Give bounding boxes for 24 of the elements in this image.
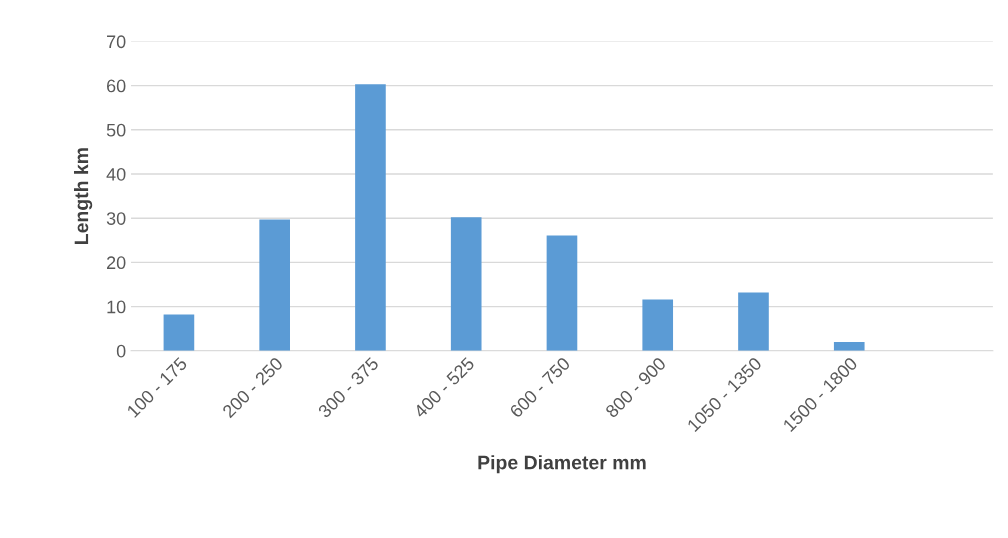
- y-tick-label: 10: [107, 300, 126, 314]
- x-tick-label: 600 - 750: [509, 356, 571, 419]
- bar: [642, 299, 674, 351]
- bar: [450, 217, 482, 351]
- y-axis-title: Length km: [74, 148, 93, 244]
- bar: [546, 235, 578, 351]
- bar: [259, 219, 290, 351]
- bar: [163, 314, 195, 351]
- x-tick-label: 200 - 250: [221, 356, 284, 419]
- y-tick-label: 30: [106, 212, 126, 225]
- x-tick-label: 800 - 900: [604, 356, 667, 419]
- y-tick-label: 70: [107, 35, 126, 49]
- x-tick-label: 300 - 375: [317, 356, 380, 419]
- y-tick-label: 0: [116, 344, 126, 358]
- y-tick-label: 20: [107, 256, 126, 270]
- bar: [355, 84, 386, 351]
- x-tick-label: 400 - 525: [412, 356, 476, 419]
- y-tick-label: 60: [107, 79, 126, 93]
- y-tick-label: 50: [106, 123, 126, 137]
- x-tick-label: 100 - 175: [126, 356, 188, 418]
- bar: [738, 292, 769, 351]
- y-tick-label: 40: [106, 167, 126, 181]
- bar: [833, 341, 865, 351]
- x-axis-title: Pipe Diameter mm: [478, 455, 646, 474]
